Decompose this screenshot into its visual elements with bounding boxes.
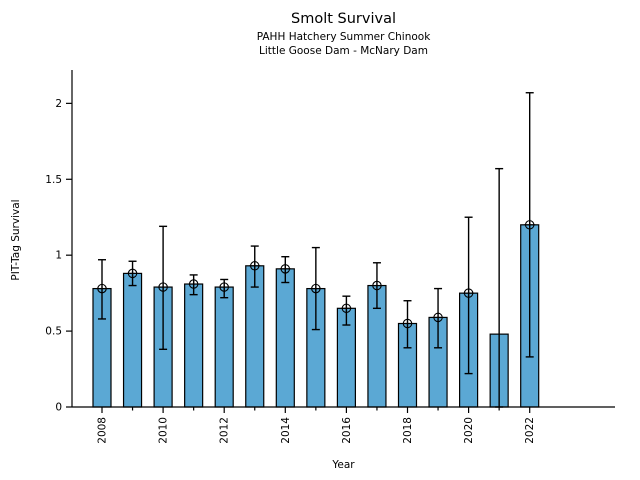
- marker-circle-2011: [188, 279, 199, 289]
- bar-2014: [275, 268, 295, 408]
- marker-circle-2009: [127, 268, 138, 279]
- chart-subtitle-line1: PAHH Hatchery Summer Chinook: [256, 31, 431, 43]
- marker-circle-2015: [311, 283, 321, 294]
- marker-circle-2020: [463, 288, 474, 298]
- y-tick-label-0.5: 0.5: [45, 326, 62, 338]
- marker-circle-2010: [158, 282, 168, 292]
- marker-circle-2022: [524, 220, 535, 230]
- marker-circle-2019: [433, 312, 443, 323]
- x-tick-label-2012: 2012: [219, 417, 231, 444]
- chart-title: Smolt Survival: [291, 11, 396, 27]
- x-tick-label-2022: 2022: [524, 417, 536, 444]
- chart-subtitle-line2: Little Goose Dam - McNary Dam: [259, 45, 428, 57]
- bar-2011: [184, 283, 204, 408]
- marker-circle-2018: [402, 318, 413, 329]
- y-tick-label-0: 0: [55, 402, 62, 414]
- marker-circle-2016: [341, 303, 352, 314]
- marker-circle-2017: [372, 280, 382, 291]
- x-axis-label: Year: [332, 459, 355, 471]
- x-tick-label-2018: 2018: [402, 417, 414, 444]
- marker-circle-2014: [280, 264, 291, 274]
- bar-2009: [122, 272, 143, 408]
- marker-circle-2008: [97, 283, 107, 294]
- bar-2012: [214, 286, 234, 408]
- x-tick-label-2016: 2016: [341, 417, 353, 444]
- x-tick-label-2010: 2010: [158, 417, 170, 444]
- y-tick-label-1: 1: [55, 250, 62, 262]
- marker-circle-2012: [219, 282, 229, 292]
- x-tick-label-2008: 2008: [97, 417, 109, 444]
- x-tick-label-2020: 2020: [463, 417, 475, 444]
- marker-circle-2013: [250, 261, 260, 271]
- y-tick-label-2: 2: [55, 98, 62, 110]
- y-tick-label-1.5: 1.5: [45, 174, 62, 186]
- x-tick-label-2014: 2014: [280, 417, 292, 444]
- y-axis-label: PIT-Tag Survival: [10, 199, 22, 281]
